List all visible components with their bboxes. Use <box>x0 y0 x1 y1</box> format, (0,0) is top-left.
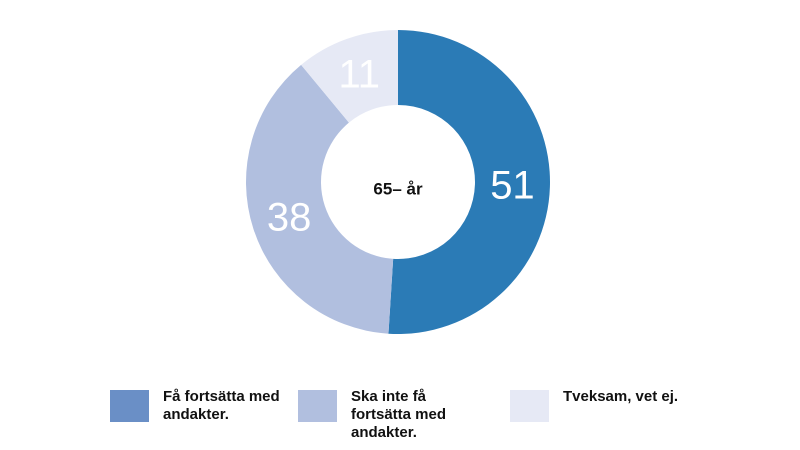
donut-slice-2 <box>246 64 394 334</box>
donut-slice-1 <box>388 30 550 334</box>
slice-value-label-1: 51 <box>490 164 535 208</box>
donut-slice-3 <box>301 30 398 123</box>
slice-value-labels: 51 38 11 <box>267 52 535 239</box>
donut-slices <box>246 30 550 334</box>
slice-value-label-3: 11 <box>338 52 380 96</box>
slice-value-label-2: 38 <box>267 195 312 239</box>
center-label: 65– år <box>373 179 423 198</box>
